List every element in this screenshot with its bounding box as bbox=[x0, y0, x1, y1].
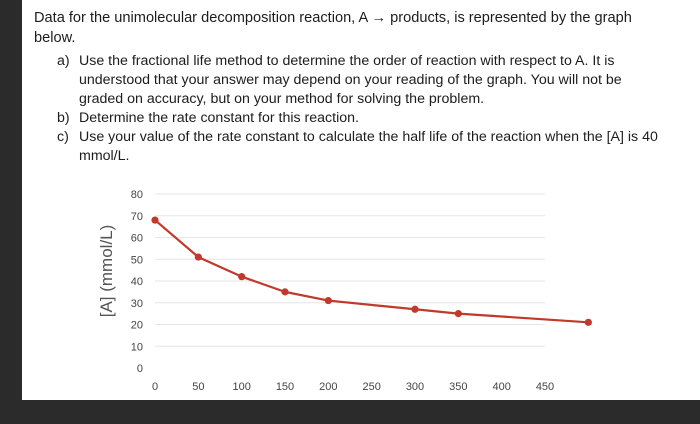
y-tick-label: 40 bbox=[131, 276, 143, 288]
series-line bbox=[154, 219, 589, 324]
question-c-text: Use your value of the rate constant to c… bbox=[79, 129, 658, 164]
x-tick-label: 350 bbox=[449, 381, 467, 393]
problem-sheet: Data for the unimolecular decomposition … bbox=[22, 0, 700, 400]
y-tick-label: 50 bbox=[131, 254, 143, 266]
question-a-label: a) bbox=[57, 53, 70, 69]
y-tick-label: 20 bbox=[131, 320, 143, 332]
x-tick-label: 200 bbox=[319, 381, 337, 393]
x-tick-label: 150 bbox=[276, 381, 294, 393]
question-b-label: b) bbox=[57, 110, 70, 126]
x-tick-label: 400 bbox=[492, 381, 510, 393]
data-point bbox=[584, 318, 592, 326]
x-tick-label: 50 bbox=[192, 381, 204, 393]
dark-bottom-band bbox=[0, 400, 700, 424]
x-tick-label: 100 bbox=[232, 381, 250, 393]
data-point bbox=[194, 253, 202, 261]
x-tick-label: 250 bbox=[362, 381, 380, 393]
question-b-text: Determine the rate constant for this rea… bbox=[79, 110, 359, 126]
data-point bbox=[324, 296, 332, 305]
data-point bbox=[454, 310, 462, 318]
x-tick-label: 300 bbox=[406, 381, 424, 393]
question-a-text: Use the fractional life method to determ… bbox=[79, 53, 622, 107]
data-point bbox=[151, 216, 159, 224]
x-tick-label: 0 bbox=[152, 381, 158, 393]
data-point bbox=[238, 273, 246, 281]
data-point bbox=[411, 305, 419, 313]
question-c-label: c) bbox=[57, 129, 69, 145]
y-tick-label: 70 bbox=[131, 211, 143, 223]
data-point bbox=[281, 288, 289, 296]
y-tick-label: 60 bbox=[131, 233, 143, 245]
problem-intro: Data for the unimolecular decomposition … bbox=[34, 10, 632, 46]
y-axis-label: [A] (mmol/L) bbox=[97, 225, 116, 318]
x-tick-label: 450 bbox=[536, 381, 554, 393]
y-tick-label: 0 bbox=[137, 363, 143, 375]
y-tick-label: 30 bbox=[131, 298, 143, 310]
y-tick-label: 80 bbox=[131, 189, 143, 201]
y-tick-label: 10 bbox=[131, 341, 143, 353]
